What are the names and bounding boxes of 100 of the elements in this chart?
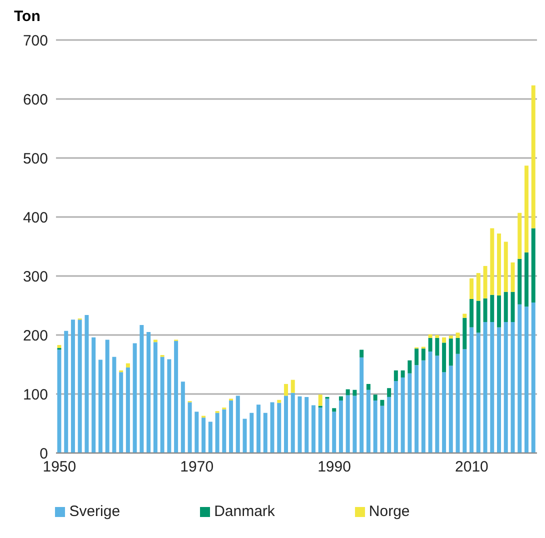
- bar: [277, 400, 282, 403]
- y-tick-label: 300: [22, 268, 48, 286]
- bar: [435, 335, 440, 338]
- bar: [442, 337, 446, 343]
- bar: [256, 404, 261, 453]
- bar: [518, 258, 522, 304]
- bar: [78, 320, 82, 453]
- bar: [408, 373, 412, 453]
- bar: [380, 406, 384, 453]
- x-tick-label: 1970: [180, 458, 214, 476]
- bar: [483, 298, 488, 322]
- bar: [366, 384, 370, 390]
- bar: [490, 294, 494, 322]
- bar: [263, 412, 268, 453]
- bar: [98, 360, 102, 453]
- bar: [208, 422, 212, 453]
- legend-label: Norge: [368, 503, 410, 520]
- bar: [318, 408, 322, 453]
- bar: [504, 322, 508, 453]
- bar: [428, 334, 432, 338]
- bar: [270, 402, 274, 453]
- bar: [338, 396, 343, 400]
- bar: [380, 400, 384, 406]
- bar: [442, 342, 446, 372]
- bar: [132, 343, 137, 453]
- bar: [188, 402, 192, 453]
- bar: [277, 402, 282, 453]
- bar: [510, 262, 515, 292]
- bar: [119, 372, 124, 453]
- bar: [215, 412, 220, 453]
- bar: [400, 377, 405, 453]
- bar: [153, 342, 158, 453]
- bar: [373, 400, 378, 453]
- bar: [140, 324, 144, 453]
- y-axis-title: Ton: [13, 8, 42, 27]
- bar: [360, 350, 364, 358]
- bar: [531, 302, 536, 453]
- bar: [462, 318, 467, 350]
- bar: [428, 338, 432, 352]
- bar: [64, 330, 68, 453]
- bar: [476, 332, 480, 453]
- bar: [284, 396, 288, 453]
- bar: [497, 327, 502, 453]
- bar: [290, 380, 295, 393]
- bar: [387, 396, 392, 453]
- bar: [236, 396, 240, 453]
- bar: [126, 367, 130, 453]
- bar: [346, 389, 350, 396]
- bar: [448, 338, 453, 366]
- bar: [448, 366, 453, 453]
- bar: [194, 412, 199, 453]
- bar: [373, 394, 378, 400]
- bar: [510, 322, 515, 453]
- bar: [510, 292, 515, 322]
- bar: [222, 409, 226, 453]
- bar: [70, 320, 75, 453]
- bar: [84, 314, 89, 453]
- bar: [146, 332, 151, 453]
- bar: [346, 395, 350, 453]
- legend-label: Danmark: [214, 503, 275, 520]
- bar: [490, 228, 494, 295]
- bar: [105, 340, 110, 453]
- bar: [352, 390, 357, 396]
- bar: [250, 412, 254, 453]
- y-tick-label: 200: [22, 327, 48, 344]
- bar: [332, 412, 336, 453]
- bar: [497, 295, 502, 328]
- bar: [400, 370, 405, 378]
- bar: [524, 306, 528, 453]
- y-tick-label: 400: [22, 209, 48, 226]
- bar: [304, 396, 309, 453]
- bar: [435, 338, 440, 356]
- bar: [298, 396, 302, 453]
- bar: [325, 398, 330, 453]
- bar: [318, 394, 322, 406]
- bar: [153, 340, 158, 342]
- bar: [387, 388, 392, 397]
- bar: [311, 405, 316, 453]
- bar: [524, 166, 528, 252]
- bar: [332, 408, 336, 412]
- bar: [112, 356, 116, 453]
- bar: [518, 304, 522, 453]
- bar: [531, 85, 536, 228]
- y-tick-label: 500: [22, 150, 48, 168]
- legend-label: Sverige: [69, 503, 120, 520]
- x-tick-label: 1990: [318, 458, 351, 476]
- bar: [456, 354, 460, 453]
- bar: [435, 356, 440, 453]
- bar: [352, 396, 357, 453]
- y-tick-label: 100: [22, 386, 48, 404]
- bar: [167, 359, 172, 453]
- bar: [360, 357, 364, 453]
- bar: [428, 352, 432, 453]
- bar: [483, 322, 488, 453]
- bar: [126, 363, 130, 368]
- bar: [470, 278, 474, 300]
- bar: [456, 338, 460, 354]
- bar: [462, 314, 467, 318]
- bar: [92, 337, 96, 453]
- bar: [448, 336, 453, 339]
